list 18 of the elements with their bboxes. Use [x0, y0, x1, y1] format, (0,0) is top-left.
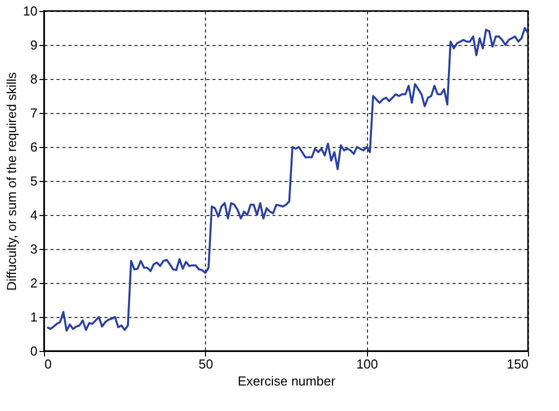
x-tick-label: 0 [44, 356, 52, 372]
x-tick-label: 50 [198, 356, 214, 372]
y-tick-label: 1 [30, 310, 38, 324]
x-axis-title: Exercise number [238, 374, 336, 388]
y-tick-label: 7 [30, 106, 38, 120]
y-tick-label: 9 [30, 38, 38, 52]
y-axis-title: Diffuculty, or sum of the required skills [4, 72, 20, 291]
line-series [46, 27, 529, 332]
y-tick-label: 6 [30, 140, 38, 154]
y-tick-label: 10 [23, 4, 38, 18]
y-tick-label: 5 [30, 174, 38, 188]
y-tick-label: 3 [30, 242, 38, 256]
y-tick-label: 2 [30, 276, 38, 290]
y-tick-label: 8 [30, 72, 38, 86]
y-tick-label: 4 [30, 208, 38, 222]
y-tick-label: 0 [30, 344, 38, 358]
x-tick-label: 100 [356, 356, 378, 372]
x-tick-label: 150 [506, 356, 528, 372]
